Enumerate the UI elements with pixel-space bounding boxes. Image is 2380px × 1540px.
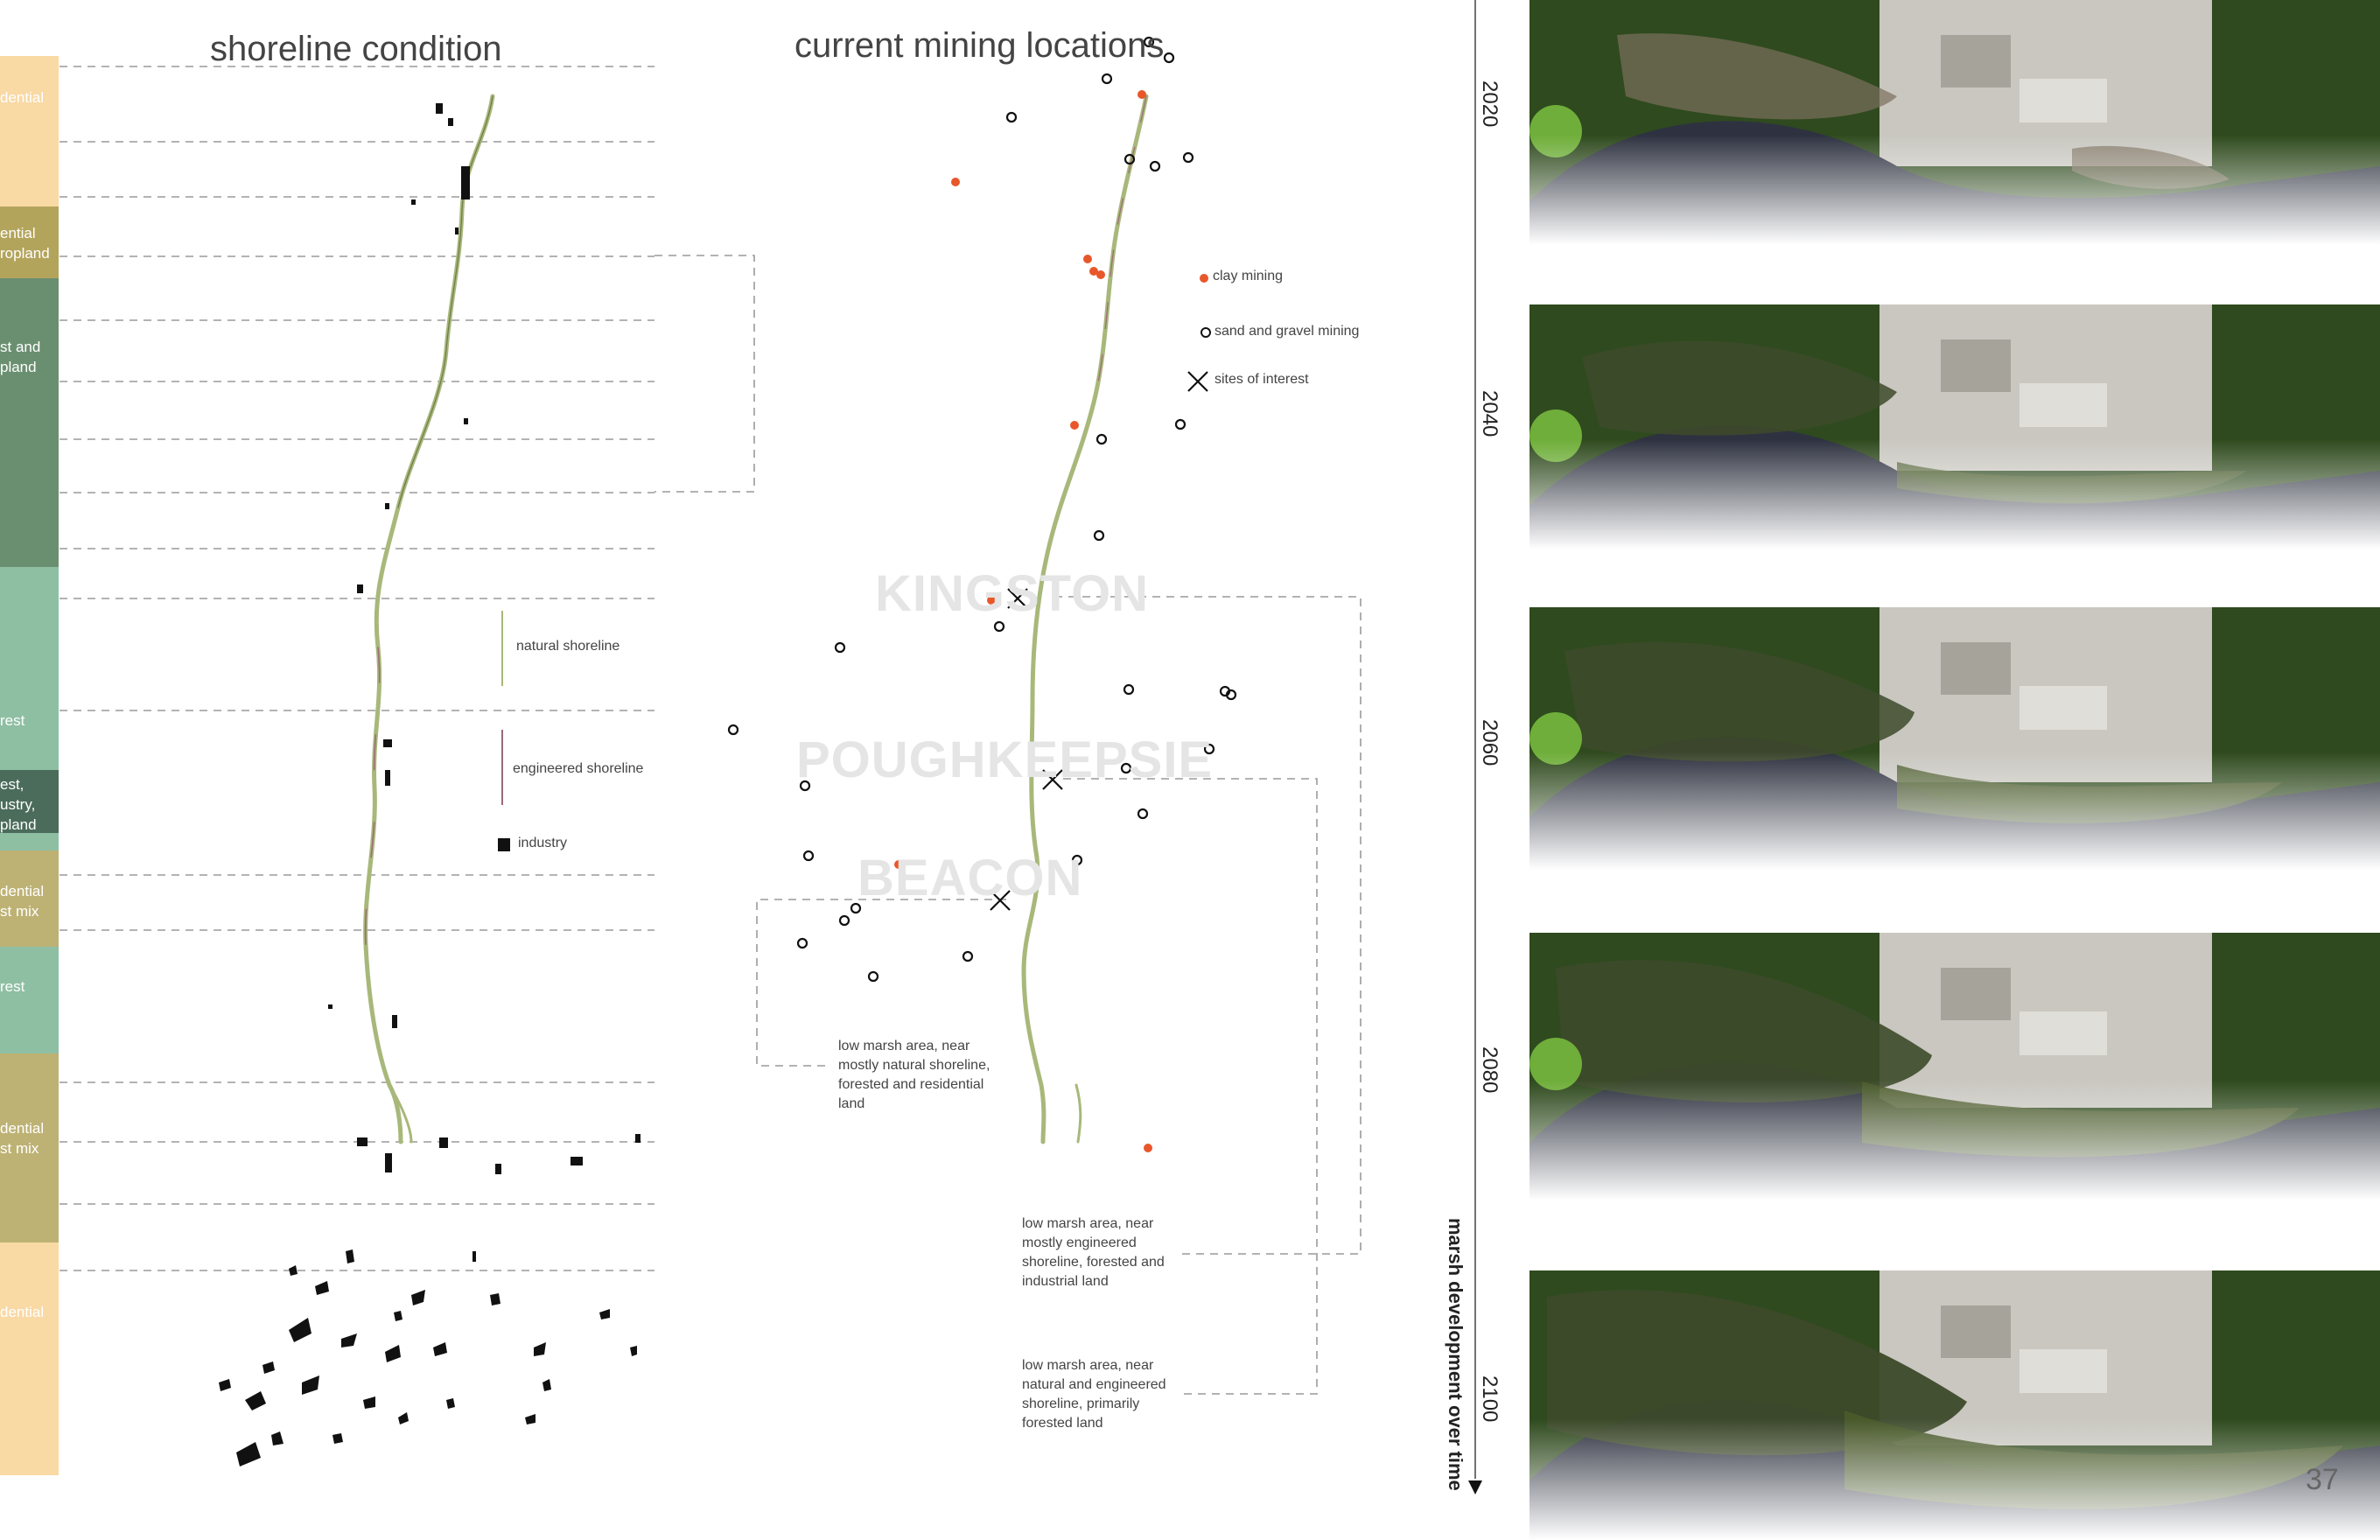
aerial-photo-2100 [1530, 1270, 2380, 1540]
legend-industry-square [498, 838, 510, 851]
note-primarily-forested: low marsh area, near natural and enginee… [1022, 1358, 1166, 1431]
sites-of-interest-markers [990, 588, 1063, 911]
aerial-photo-2060 [1530, 607, 2380, 870]
band-forest-1 [0, 567, 59, 770]
legend-natural-label: natural shoreline [516, 639, 620, 654]
year-label-2080: 2080 [1478, 1046, 1502, 1094]
aerial-photo-2040 [1530, 304, 2380, 550]
diagram-canvas [60, 0, 1482, 1494]
legend-sand-label: sand and gravel mining [1214, 324, 1360, 339]
shoreline-bracket [654, 255, 755, 493]
legend-clay-dot [1200, 274, 1208, 283]
band-forest-cropland [0, 278, 59, 567]
legend-sand-circle [1200, 327, 1211, 338]
shoreline-title: shoreline condition [210, 30, 502, 68]
band-label: dential [0, 89, 45, 106]
mining-title: current mining locations [794, 26, 1165, 65]
band-forest-industry-cropland [0, 770, 59, 833]
legend-sites-x [1187, 371, 1208, 392]
aerial-photo-2020 [1530, 0, 2380, 245]
clay-mining-markers [894, 90, 1152, 1152]
callout-box-beacon [756, 899, 1006, 1067]
shoreline-river [363, 94, 495, 1144]
city-label-poughkeepsie: POUGHKEEPSIE [796, 732, 1214, 788]
band-divider-lines [60, 66, 654, 1271]
band-residential-cropland [0, 206, 59, 278]
callout-box-kingston [1054, 596, 1362, 1255]
band-label: rest [0, 978, 25, 995]
callout-box-poughkeepsie [1063, 778, 1318, 1395]
band-label: dential st mix [0, 883, 45, 920]
band-label: rest [0, 712, 25, 729]
city-label-beacon: BEACON [858, 850, 1083, 906]
band-residential-forest-mix-1 [0, 850, 59, 947]
city-label-kingston: KINGSTON [875, 565, 1150, 622]
aerial-photo-2080 [1530, 933, 2380, 1200]
page-number: 37 [2306, 1463, 2339, 1496]
legend-engineered-label: engineered shoreline [513, 761, 644, 776]
band-residential-forest-mix-2 [0, 1054, 59, 1242]
legend-industry-label: industry [518, 836, 568, 850]
year-label-2040: 2040 [1478, 390, 1502, 438]
band-residential-2 [0, 1242, 59, 1475]
timeline-label: marsh development over time [1445, 1218, 1466, 1491]
band-label: dential st mix [0, 1120, 45, 1157]
note-natural-residential: low marsh area, near mostly natural shor… [838, 1039, 990, 1111]
band-label: dential [0, 1304, 45, 1320]
mining-river [1021, 94, 1149, 1144]
band-gap [0, 833, 59, 850]
year-label-2060: 2060 [1478, 719, 1502, 766]
note-engineered-industrial: low marsh area, near mostly engineered s… [1022, 1216, 1165, 1289]
band-label: est, ustry, pland [0, 776, 37, 833]
sand-gravel-markers [727, 36, 1237, 983]
industry-blots [328, 103, 640, 1174]
year-label-2020: 2020 [1478, 80, 1502, 128]
legend-clay-label: clay mining [1213, 269, 1284, 284]
timeline-arrow [1468, 1480, 1482, 1494]
band-label: st and pland [0, 339, 41, 375]
industry-scatter [219, 1250, 637, 1466]
band-forest-2 [0, 947, 59, 1054]
band-label: ential ropland [0, 225, 50, 262]
year-label-2100: 2100 [1478, 1376, 1502, 1423]
band-residential-1 [0, 56, 59, 206]
legend-sites-label: sites of interest [1214, 372, 1309, 387]
